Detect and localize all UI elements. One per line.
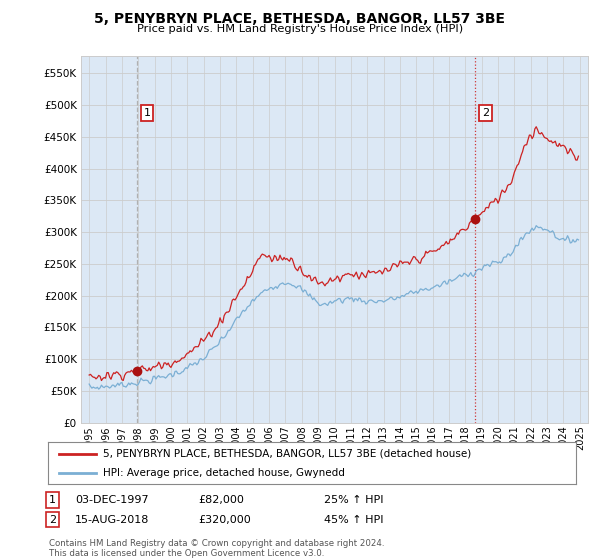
Text: £82,000: £82,000 — [198, 495, 244, 505]
Text: HPI: Average price, detached house, Gwynedd: HPI: Average price, detached house, Gwyn… — [103, 468, 346, 478]
Text: Contains HM Land Registry data © Crown copyright and database right 2024.
This d: Contains HM Land Registry data © Crown c… — [49, 539, 385, 558]
Text: 45% ↑ HPI: 45% ↑ HPI — [324, 515, 383, 525]
Text: 1: 1 — [143, 108, 151, 118]
Text: 5, PENYBRYN PLACE, BETHESDA, BANGOR, LL57 3BE: 5, PENYBRYN PLACE, BETHESDA, BANGOR, LL5… — [95, 12, 505, 26]
Text: 2: 2 — [482, 108, 489, 118]
Text: £320,000: £320,000 — [198, 515, 251, 525]
Text: 1: 1 — [49, 495, 56, 505]
Text: 03-DEC-1997: 03-DEC-1997 — [75, 495, 149, 505]
Text: 5, PENYBRYN PLACE, BETHESDA, BANGOR, LL57 3BE (detached house): 5, PENYBRYN PLACE, BETHESDA, BANGOR, LL5… — [103, 449, 472, 459]
Text: 15-AUG-2018: 15-AUG-2018 — [75, 515, 149, 525]
Text: 2: 2 — [49, 515, 56, 525]
Text: 25% ↑ HPI: 25% ↑ HPI — [324, 495, 383, 505]
Text: Price paid vs. HM Land Registry's House Price Index (HPI): Price paid vs. HM Land Registry's House … — [137, 24, 463, 34]
